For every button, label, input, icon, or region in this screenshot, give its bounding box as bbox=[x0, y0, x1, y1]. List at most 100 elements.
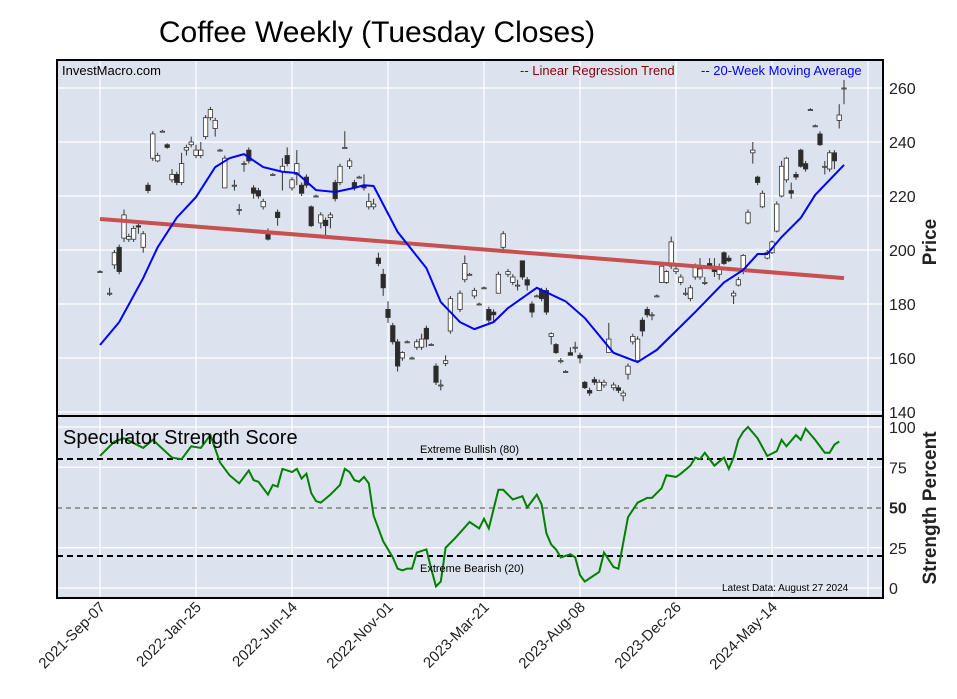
candle-body-down bbox=[577, 354, 583, 359]
candle bbox=[140, 231, 146, 253]
candle-body-down bbox=[817, 133, 823, 146]
candle bbox=[687, 285, 694, 302]
strength-tick-label: 100 bbox=[889, 420, 916, 437]
candle bbox=[169, 169, 175, 183]
candle-body-up bbox=[207, 109, 213, 119]
candle-body-up bbox=[366, 200, 372, 208]
candle-body-down bbox=[524, 279, 530, 286]
strength-panel-title: Speculator Strength Score bbox=[63, 427, 298, 449]
candle bbox=[188, 136, 194, 148]
candle bbox=[486, 306, 492, 323]
candle-body-up bbox=[807, 109, 814, 111]
x-tick-label: 2022-Jun-14 bbox=[229, 599, 301, 671]
candle-body-up bbox=[126, 236, 132, 240]
price-tick-label: 180 bbox=[889, 297, 916, 314]
candle bbox=[399, 351, 406, 361]
candle bbox=[572, 341, 578, 353]
candle-body-down bbox=[274, 211, 281, 218]
candle-body-up bbox=[183, 146, 189, 151]
candle-body-up bbox=[481, 287, 487, 290]
candle bbox=[438, 379, 444, 391]
candle-body-up bbox=[572, 346, 578, 349]
candle-body-up bbox=[812, 125, 818, 128]
candle-body-up bbox=[697, 268, 703, 278]
candle bbox=[298, 182, 305, 196]
price-tick-label: 240 bbox=[889, 135, 916, 152]
candle bbox=[116, 244, 122, 275]
candle bbox=[755, 175, 761, 186]
candle bbox=[270, 173, 276, 176]
candle bbox=[390, 322, 396, 345]
candle bbox=[327, 212, 334, 229]
candle-body-down bbox=[788, 190, 794, 194]
strength-panel-border bbox=[56, 415, 884, 599]
candle-body-up bbox=[370, 203, 377, 208]
candle-body-down bbox=[793, 173, 799, 178]
candle-body-down bbox=[543, 290, 550, 313]
candle bbox=[817, 131, 823, 147]
candle bbox=[639, 317, 646, 337]
legend-regression: -- Linear Regression Trend bbox=[520, 63, 675, 78]
candle bbox=[289, 177, 295, 191]
candle bbox=[274, 209, 281, 226]
candle bbox=[495, 271, 502, 294]
candle bbox=[596, 379, 602, 391]
candle bbox=[476, 302, 482, 306]
candle-body-up bbox=[270, 173, 276, 176]
watermark: InvestMacro.com bbox=[62, 63, 161, 78]
candle-body-up bbox=[611, 384, 617, 389]
candle-body-up bbox=[596, 381, 602, 391]
candle-body-down bbox=[423, 327, 430, 340]
candle bbox=[783, 156, 790, 183]
candle-body-up bbox=[150, 133, 156, 159]
candle-body-up bbox=[107, 292, 113, 295]
candle-body-up bbox=[418, 338, 425, 348]
candle bbox=[697, 258, 703, 280]
candle bbox=[553, 343, 559, 354]
price-panel-background bbox=[57, 60, 883, 416]
candle-body-up bbox=[601, 381, 607, 386]
candle-body-up bbox=[231, 184, 237, 187]
candle-body-down bbox=[390, 325, 396, 343]
strength-tick-label: 50 bbox=[889, 501, 907, 518]
candle-body-down bbox=[433, 365, 439, 383]
candle-body-down bbox=[639, 319, 646, 332]
strength-axis-ticks: 0 25 50 75 100 bbox=[889, 420, 916, 598]
candle-body-up bbox=[356, 176, 362, 179]
candle bbox=[620, 390, 626, 402]
moving-average-line bbox=[99, 153, 845, 364]
candle bbox=[130, 225, 137, 242]
candle-body-up bbox=[121, 214, 127, 239]
candle bbox=[601, 379, 607, 388]
candle-body-up bbox=[534, 295, 540, 298]
candle-body-down bbox=[726, 257, 732, 262]
candle bbox=[481, 286, 487, 290]
candle bbox=[812, 124, 818, 128]
candle bbox=[394, 339, 401, 372]
price-axis-ticks: 140 160 180 200 220 240 260 bbox=[889, 81, 916, 422]
candle-body-down bbox=[255, 190, 262, 197]
candle bbox=[356, 175, 362, 179]
candle bbox=[198, 142, 204, 159]
strength-tick-label: 25 bbox=[889, 541, 907, 558]
candle bbox=[721, 251, 727, 265]
candle bbox=[241, 160, 247, 172]
price-tick-label: 220 bbox=[889, 189, 916, 206]
strength-tick-label: 75 bbox=[889, 460, 907, 477]
candle-body-up bbox=[620, 392, 626, 397]
candle-body-up bbox=[563, 371, 569, 373]
x-tick-label: 2022-Jan-25 bbox=[133, 599, 205, 671]
candle-body-up bbox=[495, 273, 502, 294]
candle bbox=[515, 279, 521, 291]
candle bbox=[231, 179, 237, 191]
candle bbox=[404, 340, 410, 344]
candle-body-up bbox=[745, 211, 751, 224]
candle bbox=[337, 163, 343, 186]
candle-body-up bbox=[471, 290, 478, 297]
candle-body-down bbox=[615, 387, 622, 391]
candle-body-up bbox=[399, 352, 406, 359]
candle bbox=[577, 352, 583, 364]
candle-body-up bbox=[428, 344, 434, 346]
candle bbox=[178, 152, 185, 186]
